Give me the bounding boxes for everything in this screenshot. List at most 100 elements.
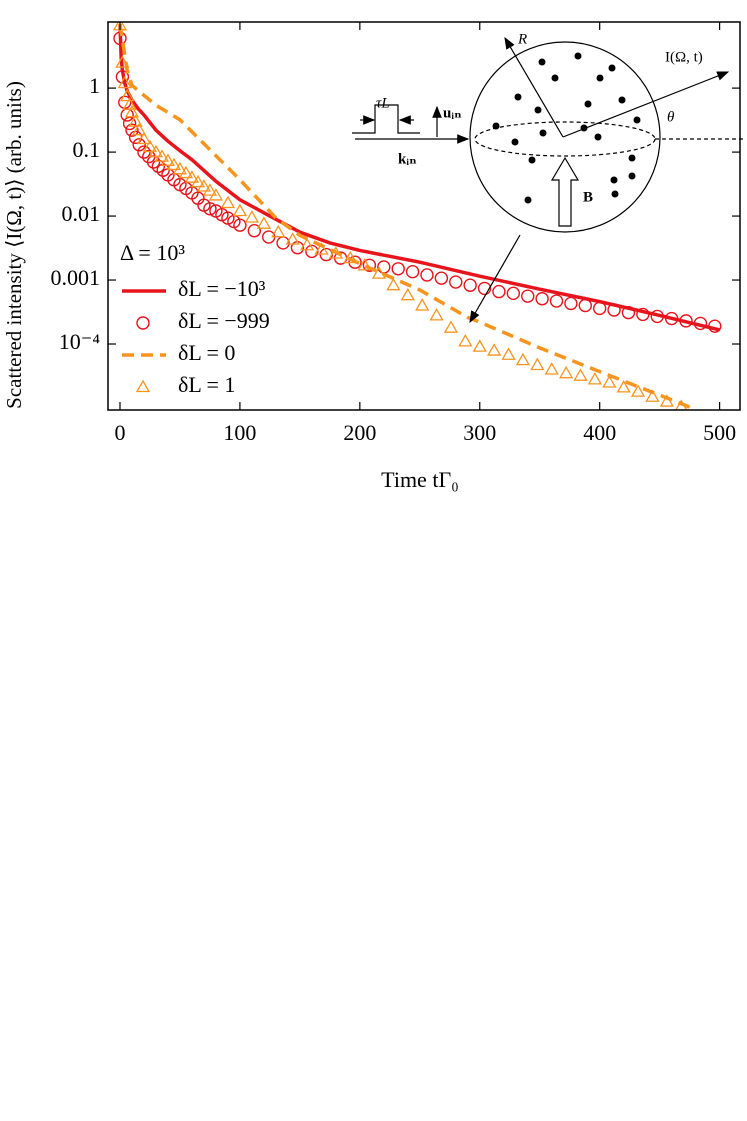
triangle-marker: [135, 379, 151, 393]
triangle-marker: [166, 157, 182, 171]
triangle-marker: [136, 131, 152, 145]
inset-label: θ: [667, 109, 675, 125]
triangle-marker: [487, 343, 502, 356]
circle-marker: [506, 286, 521, 301]
circle-marker: [391, 262, 405, 276]
triangle-marker: [429, 308, 444, 321]
triangle-marker: [117, 75, 132, 89]
triangle-marker: [132, 122, 147, 136]
legend-label: δL = 0: [178, 340, 235, 365]
triangle-marker: [343, 250, 358, 264]
triangle-marker: [458, 334, 473, 347]
triangle-marker: [630, 384, 646, 397]
circle-marker: [203, 202, 217, 216]
triangle-marker: [645, 389, 660, 402]
legend-label: δL = 1: [178, 372, 235, 397]
circle-marker: [578, 298, 592, 313]
triangle-marker: [128, 114, 143, 127]
x-tick-label: 100: [223, 420, 256, 445]
circle-marker: [492, 284, 506, 299]
circle-marker: [247, 224, 262, 238]
triangle-marker: [148, 144, 164, 158]
legend-label: δL = −10³: [178, 276, 266, 301]
circle-marker: [650, 309, 664, 324]
triangle-marker: [602, 375, 617, 388]
triangle-marker: [515, 352, 531, 366]
inset-diagram: [352, 36, 745, 324]
y-tick-label: 0.1: [73, 137, 101, 162]
triangle-marker: [154, 149, 170, 162]
triangle-marker: [184, 170, 200, 183]
triangle-marker: [675, 399, 688, 410]
triangle-marker: [587, 372, 603, 385]
triangle-marker: [115, 55, 130, 68]
triangle-marker: [443, 320, 459, 333]
y-tick-label: 10⁻⁴: [59, 329, 101, 354]
triangle-marker: [244, 210, 260, 223]
x-axis-label: Time tΓ₀: [381, 467, 459, 492]
circle-marker: [449, 275, 463, 289]
circle-marker: [607, 303, 621, 317]
circle-marker: [420, 268, 434, 282]
y-axis-label: Scattered intensity ⟨I(Ω, t)⟩ (arb. unit…: [2, 81, 26, 409]
circle-marker: [621, 305, 636, 320]
x-tick-label: 200: [343, 420, 376, 445]
circle-marker: [233, 218, 247, 232]
x-tick-label: 500: [703, 420, 736, 445]
circle-marker: [151, 159, 166, 173]
circle-marker: [564, 296, 578, 311]
triangle-marker: [190, 174, 206, 188]
x-tick-label: 0: [114, 420, 125, 445]
triangle-marker: [120, 88, 135, 102]
triangle-marker: [271, 224, 286, 238]
triangle-marker: [208, 188, 224, 201]
triangle-marker: [659, 394, 674, 407]
plot-area: [112, 22, 722, 410]
triangle-marker: [328, 246, 343, 259]
triangle-marker: [314, 242, 329, 255]
circle-marker: [132, 138, 146, 152]
triangle-marker: [573, 368, 588, 381]
circle-marker: [549, 294, 564, 308]
circle-marker: [521, 289, 535, 303]
circle-marker: [535, 292, 549, 306]
triangle-marker: [558, 365, 574, 379]
y-tick-label: 1: [89, 73, 100, 98]
inset-label: kᵢₙ: [398, 151, 417, 167]
triangle-marker: [530, 357, 545, 371]
x-tick-label: 300: [463, 420, 496, 445]
circle-marker: [693, 316, 708, 331]
triangle-marker: [178, 165, 194, 179]
triangle-marker: [501, 347, 516, 360]
triangle-marker: [196, 179, 212, 192]
circle-marker: [115, 70, 130, 84]
legend-label: δL = −999: [178, 308, 270, 333]
circle-marker: [679, 314, 693, 328]
circle-marker: [708, 319, 722, 333]
triangle-marker: [415, 298, 430, 311]
legend-title: Δ = 10³: [120, 240, 185, 265]
triangle-marker: [299, 237, 315, 251]
series-line: [118, 23, 697, 410]
inset-label: uᵢₙ: [443, 105, 462, 121]
triangle-marker: [220, 195, 236, 209]
y-tick-label: 0.001: [51, 265, 101, 290]
triangle-marker: [124, 104, 140, 118]
triangle-marker: [616, 380, 631, 393]
triangle-marker: [172, 161, 188, 175]
circle-marker: [636, 307, 650, 322]
circle-marker: [463, 278, 477, 292]
circle-marker: [592, 301, 607, 316]
circle-marker: [434, 271, 449, 285]
circle-marker: [362, 258, 377, 272]
triangle-marker: [371, 266, 387, 279]
y-tick-label: 0.01: [62, 201, 101, 226]
circle-marker: [405, 264, 420, 279]
circle-marker: [136, 316, 150, 330]
inset-label: τL: [376, 95, 390, 111]
x-tick-label: 400: [583, 420, 616, 445]
triangle-marker: [357, 257, 372, 271]
triangle-marker: [160, 153, 176, 166]
circle-marker: [125, 123, 139, 137]
